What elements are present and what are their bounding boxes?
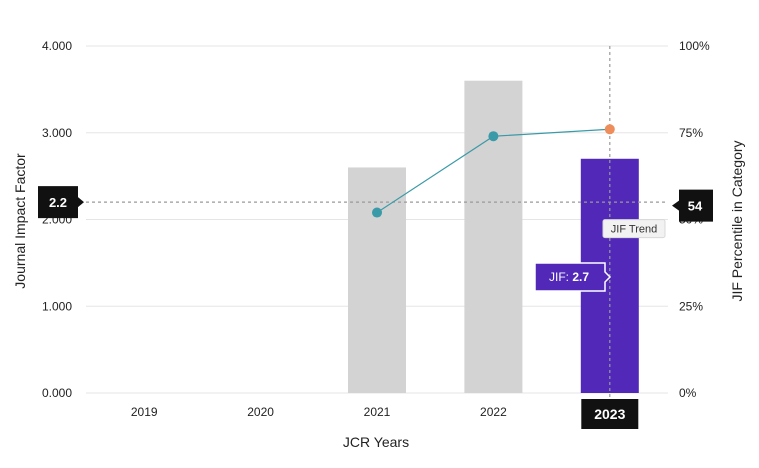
bars (348, 80, 639, 393)
left-reference-label: 2.2 (49, 195, 67, 210)
y2-tick-label: 100% (679, 39, 710, 53)
y2-tick-label: 25% (679, 299, 703, 313)
bar (348, 167, 406, 393)
highlighted-year-label: 2023 (594, 406, 625, 422)
y-axis-title: Journal Impact Factor (12, 153, 28, 289)
x-axis-ticks: 2019 2020 2021 2022 (131, 405, 507, 419)
y2-tick-label: 0% (679, 386, 697, 400)
x-tick-label: 2021 (364, 405, 391, 419)
y-tick-label: 0.000 (42, 386, 72, 400)
bar (464, 80, 523, 393)
right-reference-label: 54 (688, 199, 703, 214)
y-tick-label: 1.000 (42, 299, 72, 313)
jif-value-label: JIF: 2.7 (534, 262, 612, 292)
reference-lines (86, 46, 668, 401)
x-tick-label: 2020 (247, 405, 274, 419)
y-tick-label: 4.000 (42, 39, 72, 53)
trend-point (372, 207, 382, 218)
left-reference-flag: 2.2 (38, 186, 84, 219)
x-tick-label: 2019 (131, 405, 158, 419)
x-tick-label: 2022 (480, 405, 507, 419)
y-tick-label: 3.000 (42, 126, 72, 140)
trend-tooltip: JIF Trend (602, 219, 666, 239)
y2-tick-label: 75% (679, 126, 703, 140)
trend-line (372, 124, 615, 218)
right-reference-flag: 54 (672, 189, 713, 222)
x-axis-title: JCR Years (343, 434, 409, 450)
y2-axis-title: JIF Percentile in Category (729, 140, 745, 301)
trend-tooltip-label: JIF Trend (611, 224, 657, 236)
trend-point (488, 131, 499, 142)
jif-label-prefix: JIF: (549, 270, 572, 284)
jif-label-value: 2.7 (572, 270, 589, 284)
jif-value-text: JIF: 2.7 (549, 270, 589, 284)
highlighted-year-box: 2023 (581, 399, 639, 429)
trend-point (604, 124, 615, 135)
